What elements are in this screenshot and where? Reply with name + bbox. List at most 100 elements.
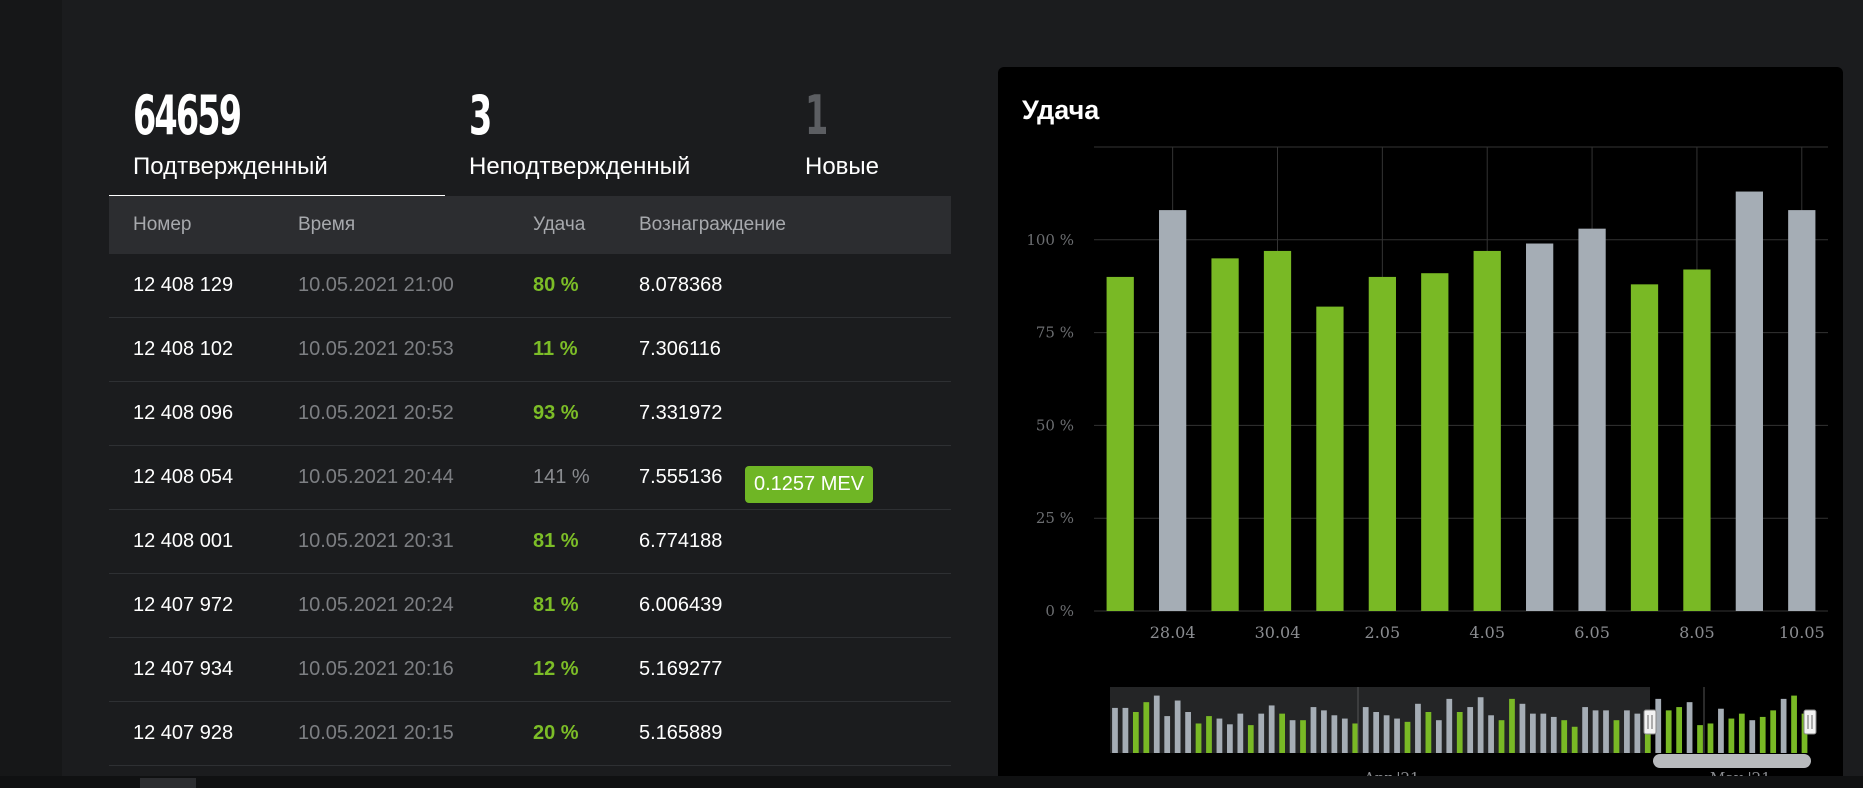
navigator-bar [1153, 695, 1160, 753]
block-reward: 6.774188 [639, 530, 723, 552]
navigator-bar [1707, 723, 1714, 753]
tab-new[interactable]: 1 Новые [781, 80, 951, 195]
block-reward: 7.331972 [639, 402, 723, 424]
navigator-bar [1185, 712, 1191, 753]
x-tick-label: 30.04 [1255, 623, 1301, 642]
unconfirmed-count: 3 [469, 84, 492, 147]
block-luck: 81 % [533, 530, 579, 552]
block-number[interactable]: 12 408 102 [133, 338, 234, 360]
navigator-bar [1164, 716, 1171, 753]
navigator-bar [1310, 707, 1317, 753]
navigator-bar [1519, 703, 1526, 753]
table-row[interactable]: 12 408 054 10.05.2021 20:44 141 % 7.5551… [109, 446, 951, 510]
navigator-bar [1686, 702, 1693, 753]
block-number[interactable]: 12 408 096 [133, 402, 234, 424]
navigator-bar [1467, 707, 1474, 753]
block-luck: 80 % [533, 274, 579, 296]
chart-bar [1578, 228, 1606, 611]
scrollbar-thumb[interactable] [140, 778, 196, 788]
block-reward: 6.006439 [639, 594, 723, 616]
block-time: 10.05.2021 20:44 [298, 466, 454, 488]
x-tick-label: 4.05 [1469, 623, 1505, 642]
table-row[interactable]: 12 408 096 10.05.2021 20:52 93 % 7.33197… [109, 382, 951, 446]
navigator-bar [1143, 702, 1150, 753]
navigator-bar [1624, 710, 1630, 753]
block-time: 10.05.2021 20:52 [298, 402, 454, 424]
table-row[interactable]: 12 407 972 10.05.2021 20:24 81 % 6.00643… [109, 574, 951, 638]
x-tick-label: 10.05 [1779, 623, 1825, 642]
navigator-mask [1110, 687, 1650, 753]
header-reward[interactable]: Вознаграждение [639, 214, 786, 235]
block-number[interactable]: 12 408 129 [133, 274, 234, 296]
block-time: 10.05.2021 21:00 [298, 274, 454, 296]
navigator-bar [1258, 713, 1265, 753]
header-number[interactable]: Номер [133, 214, 192, 235]
navigator-bar [1456, 712, 1463, 753]
table-row[interactable]: 12 408 102 10.05.2021 20:53 11 % 7.30611… [109, 318, 951, 382]
navigator-bar [1122, 707, 1129, 753]
block-time: 10.05.2021 20:15 [298, 722, 454, 744]
block-number[interactable]: 12 408 001 [133, 530, 234, 552]
block-luck: 93 % [533, 402, 579, 424]
block-reward: 5.165889 [639, 722, 723, 744]
table-row[interactable]: 12 407 934 10.05.2021 20:16 12 % 5.16927… [109, 638, 951, 702]
left-sidebar [0, 0, 62, 788]
navigator-bar [1394, 718, 1400, 753]
chart-bar [1421, 273, 1449, 611]
tab-unconfirmed[interactable]: 3 Неподтвержденный [445, 80, 781, 195]
navigator-bar [1582, 707, 1588, 753]
table-row[interactable]: 12 408 001 10.05.2021 20:31 81 % 6.77418… [109, 510, 951, 574]
table-row[interactable]: 12 408 129 10.05.2021 21:00 80 % 8.07836… [109, 254, 951, 318]
navigator-handle [1643, 709, 1657, 735]
chart-title: Удача [1022, 95, 1100, 125]
horizontal-scrollbar[interactable] [0, 776, 1863, 788]
tab-confirmed[interactable]: 64659 Подтвержденный [109, 80, 445, 198]
block-luck: 81 % [533, 594, 579, 616]
navigator-bar [1697, 725, 1703, 753]
block-number[interactable]: 12 407 934 [133, 658, 234, 680]
navigator-bar [1530, 713, 1536, 753]
y-tick-label: 100 % [1026, 231, 1074, 249]
navigator-bar [1415, 703, 1421, 753]
navigator-bar [1634, 713, 1641, 753]
navigator-bar [1759, 716, 1766, 753]
navigator-bar [1268, 705, 1275, 753]
chart-bar [1159, 210, 1187, 611]
block-time: 10.05.2021 20:31 [298, 530, 454, 552]
navigator-bar [1603, 710, 1609, 753]
luck-chart-panel: Удача 0 % 25 % 50 % 75 % 100 % 28.04 30.04 2.05… [998, 67, 1843, 782]
navigator-bar [1206, 716, 1212, 753]
new-count: 1 [805, 84, 828, 147]
block-number[interactable]: 12 407 972 [133, 594, 234, 616]
table-row[interactable]: 12 407 928 10.05.2021 20:15 20 % 5.16588… [109, 702, 951, 766]
block-number[interactable]: 12 408 054 [133, 466, 234, 488]
block-luck: 12 % [533, 658, 579, 680]
navigator-bar [1247, 725, 1254, 753]
new-label: Новые [805, 153, 880, 180]
header-luck[interactable]: Удача [533, 214, 586, 235]
navigator-bar [1195, 723, 1202, 753]
navigator-bar [1780, 698, 1787, 753]
x-tick-label: 6.05 [1574, 623, 1610, 642]
navigator-bar [1749, 720, 1756, 753]
block-number[interactable]: 12 407 928 [133, 722, 234, 744]
navigator-bar [1289, 720, 1296, 753]
block-reward: 7.555136 [639, 466, 723, 488]
unconfirmed-label: Неподтвержденный [469, 153, 691, 180]
navigator-bar [1331, 715, 1338, 753]
x-tick-label: 2.05 [1365, 623, 1401, 642]
y-tick-label: 50 % [1036, 416, 1074, 434]
blocks-table: Номер Время Удача Вознаграждение 12 408 … [109, 196, 951, 766]
header-time[interactable]: Время [298, 214, 356, 235]
chart-bar [1788, 210, 1816, 611]
y-tick-label: 0 % [1045, 602, 1074, 620]
navigator-bar [1488, 715, 1494, 753]
navigator-bar [1540, 713, 1547, 753]
navigator-bar [1791, 695, 1797, 753]
navigator-handle [1803, 709, 1817, 735]
block-reward: 5.169277 [639, 658, 723, 680]
x-tick-label: 28.04 [1150, 623, 1196, 642]
chart-bar [1735, 191, 1763, 611]
navigator-bar [1498, 720, 1505, 753]
navigator-bar [1665, 710, 1672, 753]
